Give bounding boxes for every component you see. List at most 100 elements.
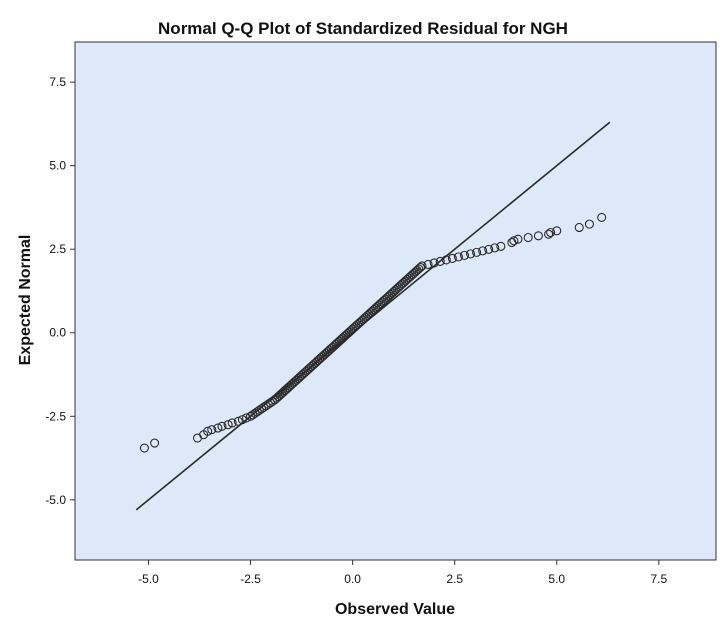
data-point (341, 330, 351, 340)
data-point (597, 212, 607, 223)
y-axis-title: Expected Normal (17, 235, 34, 366)
data-point (295, 372, 305, 382)
data-point (407, 270, 417, 280)
data-point (324, 345, 334, 355)
x-tick-label: -2.5 (240, 572, 261, 586)
data-point (377, 297, 387, 307)
data-point (319, 350, 330, 360)
data-point (351, 321, 361, 331)
y-tick-label: 2.5 (49, 242, 66, 256)
data-point (410, 267, 420, 277)
x-tick-label: -5.0 (138, 572, 159, 586)
data-point (387, 288, 397, 298)
data-point (283, 383, 293, 393)
data-point (394, 282, 404, 292)
data-point (391, 285, 401, 295)
data-point (338, 333, 348, 343)
data-point (223, 420, 233, 430)
data-point (298, 369, 308, 379)
data-point (372, 301, 382, 312)
data-point (290, 377, 300, 387)
data-point (369, 304, 379, 315)
x-tick-label: 2.5 (446, 572, 463, 586)
data-point (544, 229, 554, 239)
x-tick-label: 0.0 (344, 572, 361, 586)
data-point (344, 327, 354, 337)
data-point (286, 380, 296, 390)
data-point (346, 326, 356, 336)
data-point (513, 234, 523, 244)
data-point (349, 323, 359, 333)
x-axis-title: Observed Value (335, 601, 455, 618)
data-point (371, 303, 381, 313)
data-point (523, 232, 533, 243)
data-point (300, 368, 310, 378)
data-point (404, 273, 414, 283)
data-point (400, 276, 411, 286)
data-point (395, 280, 406, 291)
data-point (472, 247, 482, 257)
data-point (323, 347, 333, 357)
data-point (392, 283, 402, 294)
data-point (139, 443, 149, 453)
data-point (336, 335, 346, 345)
data-point (333, 338, 343, 348)
data-point (313, 356, 323, 366)
data-point (447, 253, 457, 263)
data-point (412, 265, 422, 275)
data-point (415, 262, 425, 272)
data-point (305, 363, 315, 373)
y-tick-label: -2.5 (45, 409, 66, 423)
data-point (150, 438, 160, 448)
axis-ticks: -5.0 -2.5 0.0 2.5 5.0 7.5 7.5 5.0 2.5 0.0 -2.5 -5.0 (45, 75, 667, 586)
data-point (213, 423, 223, 433)
data-point (354, 318, 364, 328)
data-point (339, 332, 349, 342)
data-point (296, 371, 306, 381)
data-point (227, 418, 237, 428)
data-point (303, 365, 313, 375)
data-point (441, 255, 451, 265)
data-point (423, 259, 433, 269)
x-tick-label: 5.0 (548, 572, 565, 586)
data-point (484, 244, 494, 254)
data-point (397, 279, 407, 289)
data-point (509, 236, 519, 246)
data-point (353, 320, 363, 330)
data-point (348, 324, 358, 334)
data-point (331, 339, 341, 349)
data-point (552, 226, 562, 236)
data-point (280, 386, 290, 396)
data-point (326, 344, 336, 354)
data-point (414, 264, 424, 274)
data-point (291, 375, 301, 385)
data-point (314, 354, 325, 364)
data-point (328, 342, 338, 352)
data-point (275, 390, 285, 400)
data-point (233, 416, 243, 426)
data-point (367, 306, 377, 316)
data-point (361, 312, 371, 322)
data-point (465, 249, 476, 259)
data-point (362, 310, 373, 321)
data-point (359, 313, 369, 324)
data-point (381, 294, 391, 304)
data-point (417, 261, 427, 271)
data-point (334, 336, 344, 346)
data-point (308, 360, 318, 370)
data-point (276, 389, 287, 399)
data-point (386, 289, 396, 300)
data-point (399, 277, 409, 288)
data-point (379, 295, 389, 306)
data-point (271, 393, 282, 403)
data-points (139, 212, 607, 453)
data-point (288, 378, 298, 388)
y-tick-label: 0.0 (49, 326, 66, 340)
data-point (382, 292, 392, 303)
y-tick-label: -5.0 (45, 493, 66, 507)
data-point (293, 374, 303, 384)
data-point (574, 222, 584, 233)
data-point (237, 415, 247, 425)
data-point (490, 243, 500, 253)
data-point (316, 353, 326, 363)
